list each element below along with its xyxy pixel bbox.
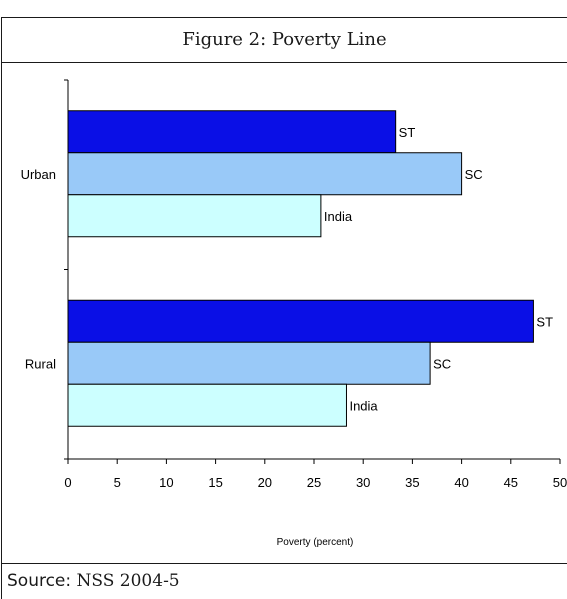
- source-row: Source: NSS 2004-5: [1, 563, 567, 599]
- figure-frame: [1, 17, 567, 599]
- x-tick-label: 50: [553, 475, 567, 490]
- x-tick-label: 15: [208, 475, 222, 490]
- x-tick-label: 10: [159, 475, 173, 490]
- bar-urban-india: [67, 194, 322, 238]
- x-tick-label: 35: [405, 475, 419, 490]
- bar-rural-india: [67, 383, 347, 427]
- bar-label-urban-st: ST: [399, 125, 416, 140]
- bar-urban-sc: [67, 152, 463, 196]
- bar-label-urban-sc: SC: [465, 167, 483, 182]
- source-value: NSS 2004-5: [76, 571, 180, 591]
- category-label-urban: Urban: [21, 167, 56, 182]
- chart-bars: [67, 110, 534, 427]
- bar-label-rural-sc: SC: [433, 356, 451, 371]
- x-tick-label: 25: [307, 475, 321, 490]
- x-tick-label: 45: [504, 475, 518, 490]
- x-tick-label: 5: [114, 475, 121, 490]
- bar-urban-st: [67, 110, 397, 154]
- chart-axes: 0 5 10 15 20 25 30 35 40 45 50 Poverty (percent): [64, 79, 567, 548]
- category-label-rural: Rural: [25, 356, 56, 371]
- bar-label-rural-st: ST: [536, 314, 553, 329]
- figure-title: Figure 2: Poverty Line: [182, 29, 387, 50]
- x-axis-title: Poverty (percent): [277, 537, 354, 548]
- x-tick-label: 40: [454, 475, 468, 490]
- x-tick-label: 0: [64, 475, 71, 490]
- bar-rural-st: [67, 299, 534, 343]
- bar-label-rural-india: India: [349, 398, 378, 413]
- source-label: Source:: [7, 571, 77, 591]
- x-tick-label: 30: [356, 475, 370, 490]
- x-tick-label: 20: [258, 475, 272, 490]
- bar-chart: 0 5 10 15 20 25 30 35 40 45 50 Poverty (percent) Ur…: [21, 79, 567, 548]
- bar-rural-sc: [67, 341, 431, 385]
- chart-labels: Urban ST SC India Rural ST SC India: [21, 125, 554, 414]
- figure-title-row: Figure 2: Poverty Line: [1, 17, 567, 63]
- bar-label-urban-india: India: [324, 209, 353, 224]
